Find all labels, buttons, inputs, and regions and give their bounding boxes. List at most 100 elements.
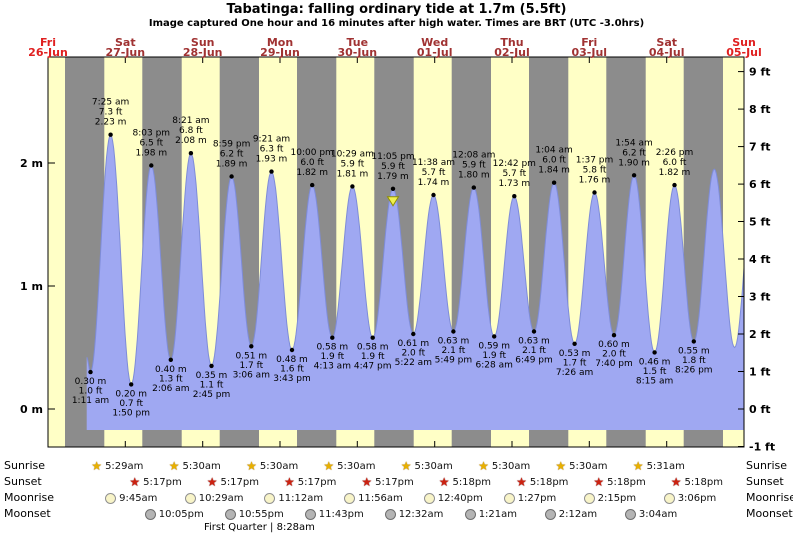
tide-extreme-dot bbox=[611, 333, 617, 338]
tide-extreme-dot bbox=[411, 331, 416, 337]
tide-annotation: 8:03 pm 6.5 ft 1.98 m bbox=[133, 129, 171, 159]
sunset-row-label-left: Sunset bbox=[4, 475, 42, 488]
left-axis-label: 0 m bbox=[20, 403, 43, 416]
day-label-date: 29-Jun bbox=[260, 46, 300, 59]
moonrise-row-label-left: Moonrise bbox=[4, 491, 54, 504]
right-axis-label: 0 ft bbox=[749, 403, 771, 416]
moonrise-row-label-right: Moonrise bbox=[746, 491, 793, 504]
left-axis-label: 2 m bbox=[20, 157, 43, 170]
tide-annotation: 0.63 m 2.1 ft 6:49 pm bbox=[515, 337, 553, 366]
right-axis-label: -1 ft bbox=[749, 441, 775, 454]
tide-extreme-dot bbox=[289, 347, 295, 353]
tide-annotation: 0.61 m 2.0 ft 5:22 am bbox=[395, 339, 432, 368]
tide-extreme-dot bbox=[330, 335, 335, 340]
tide-extreme-dot bbox=[652, 350, 657, 355]
day-label: Wed bbox=[421, 36, 448, 49]
tide-extreme-dot bbox=[88, 369, 93, 375]
tide-annotation: 12:08 am 5.9 ft 1.80 m bbox=[452, 151, 495, 181]
tide-extreme-dot bbox=[691, 339, 696, 344]
page-title: Tabatinga: falling ordinary tide at 1.7m… bbox=[226, 2, 567, 17]
tide-annotation: 8:59 pm 6.2 ft 1.89 m bbox=[213, 140, 251, 170]
right-axis-label: 9 ft bbox=[749, 66, 771, 79]
sunrise-row-label-left: Sunrise bbox=[4, 459, 46, 472]
moon-phase-note: First Quarter | 8:28am bbox=[204, 522, 315, 533]
tide-extreme-dot bbox=[572, 341, 577, 346]
day-label-date: 01-Jul bbox=[417, 46, 453, 59]
right-axis-label: 5 ft bbox=[749, 216, 771, 229]
tide-annotation: 0.63 m 2.1 ft 5:49 pm bbox=[435, 337, 473, 366]
chart-subtitle: Image captured One hour and 16 minutes a… bbox=[148, 18, 645, 29]
tide-annotation: 0.46 m 1.5 ft 8:15 am bbox=[636, 357, 673, 386]
current-time-marker-icon bbox=[386, 196, 400, 207]
moonset-row-label-right: Moonset bbox=[746, 507, 793, 520]
tide-annotation: 0.30 m 1.0 ft 1:11 am bbox=[72, 377, 109, 406]
tide-annotation: 10:29 am 5.9 ft 1.81 m bbox=[331, 149, 374, 179]
day-label-date: 27-Jun bbox=[105, 46, 145, 59]
day-label: Tue bbox=[347, 36, 369, 49]
right-axis-label: 1 ft bbox=[749, 366, 771, 379]
day-labels: Fri26-JunSat27-JunSun28-JunMon29-JunTue3… bbox=[28, 36, 762, 59]
day-label-date: 30-Jun bbox=[337, 46, 377, 59]
tide-extreme-dot bbox=[431, 192, 436, 198]
sunrise-row-label-right: Sunrise bbox=[746, 459, 788, 472]
tide-curve bbox=[86, 133, 745, 430]
tide-extreme-dot bbox=[108, 132, 113, 137]
day-band bbox=[48, 57, 65, 447]
day-label: Sun bbox=[191, 36, 215, 49]
day-label: Sun bbox=[732, 36, 756, 49]
tide-extreme-dot bbox=[129, 382, 134, 387]
tide-annotation: 0.20 m 0.7 ft 1:50 pm bbox=[112, 389, 150, 418]
tide-extreme-dot bbox=[269, 169, 274, 174]
right-axis-label: 6 ft bbox=[749, 178, 771, 191]
tide-annotation: 1:04 am 6.0 ft 1.84 m bbox=[535, 146, 572, 176]
tide-extreme-dot bbox=[551, 180, 557, 185]
tide-annotation: 0.53 m 1.7 ft 7:26 am bbox=[556, 349, 593, 378]
right-axis-label: 7 ft bbox=[749, 141, 771, 154]
day-label: Sat bbox=[115, 36, 136, 49]
left-axis-label: 1 m bbox=[20, 280, 43, 293]
day-label-date: 03-Jul bbox=[572, 46, 608, 59]
tide-annotation: 0.40 m 1.3 ft 2:06 am bbox=[152, 365, 189, 394]
tide-annotation: 11:05 pm 5.9 ft 1.79 m bbox=[371, 152, 414, 182]
tide-annotation: 11:38 am 5.7 ft 1.74 m bbox=[412, 158, 455, 188]
tide-annotation: 0.60 m 2.0 ft 7:40 pm bbox=[595, 340, 633, 369]
tide-annotation: 0.51 m 1.7 ft 3:06 am bbox=[233, 351, 270, 380]
tide-extreme-dot bbox=[492, 334, 497, 339]
tide-annotation: 0.35 m 1.1 ft 2:45 pm bbox=[193, 371, 231, 400]
day-label: Fri bbox=[581, 36, 597, 49]
right-axis-label: 2 ft bbox=[749, 328, 771, 341]
tide-extreme-dot bbox=[350, 184, 355, 189]
tide-annotation: 0.59 m 1.9 ft 6:28 am bbox=[476, 341, 513, 370]
day-label-date: 04-Jul bbox=[649, 46, 685, 59]
day-label: Thu bbox=[500, 36, 523, 49]
tide-annotation: 10:00 pm 6.0 ft 1.82 m bbox=[291, 148, 334, 178]
plot-frame bbox=[47, 56, 745, 448]
tide-extreme-dot bbox=[209, 363, 214, 369]
tide-extreme-dot bbox=[168, 357, 173, 362]
tide-extreme-dot bbox=[188, 151, 194, 156]
day-label-date: 28-Jun bbox=[183, 46, 223, 59]
right-axis-label: 8 ft bbox=[749, 103, 771, 116]
tide-extreme-dot bbox=[229, 174, 234, 179]
tide-extreme-dot bbox=[531, 329, 537, 334]
tide-extreme-dot bbox=[471, 185, 476, 190]
tide-extreme-dot bbox=[592, 190, 597, 195]
tide-annotation: 9:21 am 6.3 ft 1.93 m bbox=[253, 135, 290, 165]
tide-annotation: 0.58 m 1.9 ft 4:13 am bbox=[314, 343, 351, 372]
tide-extreme-dot bbox=[370, 335, 375, 340]
day-label-date: 05-Jul bbox=[726, 46, 762, 59]
day-label-date: 26-Jun bbox=[28, 46, 68, 59]
tide-annotation: 1:37 pm 5.8 ft 1.76 m bbox=[576, 156, 614, 186]
tide-extreme-dot bbox=[390, 186, 396, 191]
right-axis-label: 4 ft bbox=[749, 253, 771, 266]
tide-extreme-dot bbox=[310, 182, 315, 188]
tide-annotation: 0.55 m 1.8 ft 8:26 pm bbox=[675, 346, 713, 375]
tide-annotations: 0.30 m 1.0 ft 1:11 am 7:25 am 7.3 ft 2.23 m 0.… bbox=[72, 98, 713, 419]
tide-extreme-dot bbox=[512, 194, 517, 199]
tide-extreme-dot bbox=[672, 182, 677, 188]
sunset-row-label-right: Sunset bbox=[746, 475, 784, 488]
tide-annotation: 7:25 am 7.3 ft 2.23 m bbox=[92, 98, 129, 128]
